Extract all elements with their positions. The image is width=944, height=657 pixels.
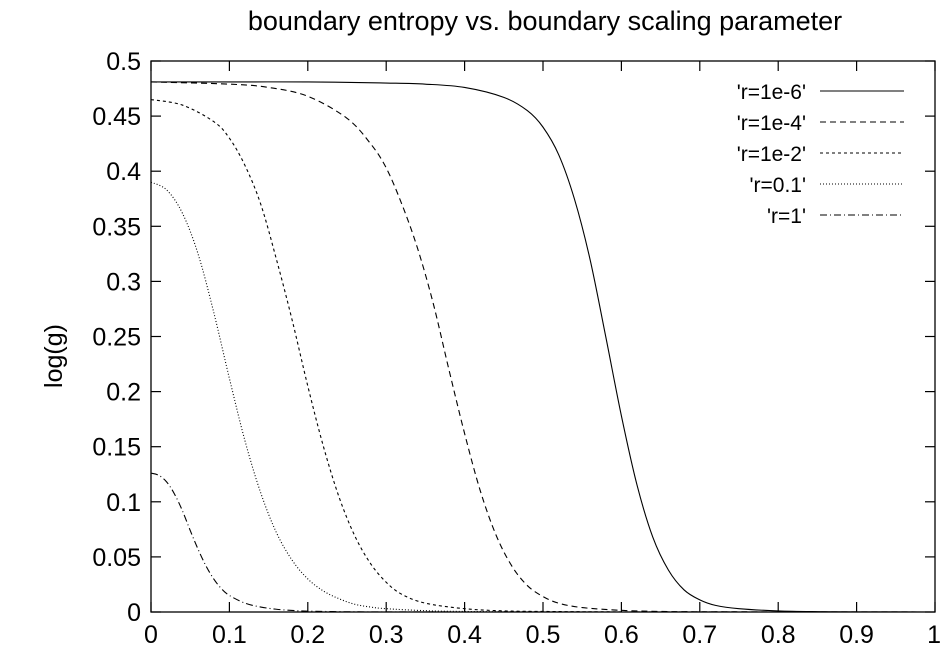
y-tick-label: 0.05	[92, 544, 141, 572]
y-tick-label: 0.3	[106, 268, 141, 296]
chart-title: boundary entropy vs. boundary scaling pa…	[248, 6, 842, 36]
y-axis-label: log(g)	[40, 324, 68, 388]
series-line-0	[151, 81, 936, 613]
series-line-2	[150, 99, 935, 613]
legend-label: 'r=1e-6'	[737, 81, 806, 104]
y-tick-label: 0.35	[92, 213, 141, 241]
y-tick-label: 0.15	[92, 434, 141, 462]
x-tick-label: 0.6	[604, 621, 639, 649]
series-line-4	[150, 472, 935, 613]
x-axis: 0 0.1 0.2 0.3 0.4 0.5 0.6 0.7 0.8 0.9 1	[144, 61, 941, 649]
y-tick-label: 0	[127, 599, 141, 627]
plot-border	[150, 60, 936, 613]
series-group	[150, 81, 936, 613]
x-tick-label: 0.3	[369, 621, 404, 649]
y-tick-label: 0.1	[106, 489, 141, 517]
series-line-3	[150, 181, 935, 613]
x-tick-label: 0.7	[682, 621, 717, 649]
legend-label: 'r=1e-2'	[737, 143, 806, 166]
y-tick-label: 0.45	[92, 103, 141, 131]
legend-label: 'r=0.1'	[750, 174, 806, 197]
x-tick-label: 0.5	[526, 621, 561, 649]
y-tick-label: 0.25	[92, 324, 141, 352]
x-tick-label: 0.2	[290, 621, 325, 649]
y-axis: 0 0.05 0.1 0.15 0.2 0.25 0.3 0.35 0.4 0.45 0.5	[92, 48, 935, 627]
legend: 'r=1e-6' 'r=1e-4' 'r=1e-2' 'r=0.1' 'r=1'	[737, 81, 904, 228]
y-tick-label: 0.2	[106, 379, 141, 407]
plot-frame	[150, 60, 936, 613]
x-tick-label: 0	[144, 621, 158, 649]
x-tick-label: 0.4	[447, 621, 482, 649]
legend-label: 'r=1e-4'	[737, 112, 806, 135]
y-tick-label: 0.4	[106, 158, 141, 186]
y-tick-label: 0.5	[106, 48, 141, 76]
x-tick-label: 0.9	[839, 621, 874, 649]
legend-label: 'r=1'	[767, 205, 806, 228]
x-tick-label: 0.8	[761, 621, 796, 649]
series-line-1	[150, 81, 936, 613]
x-tick-label: 0.1	[212, 621, 247, 649]
x-tick-label: 1	[927, 621, 941, 649]
